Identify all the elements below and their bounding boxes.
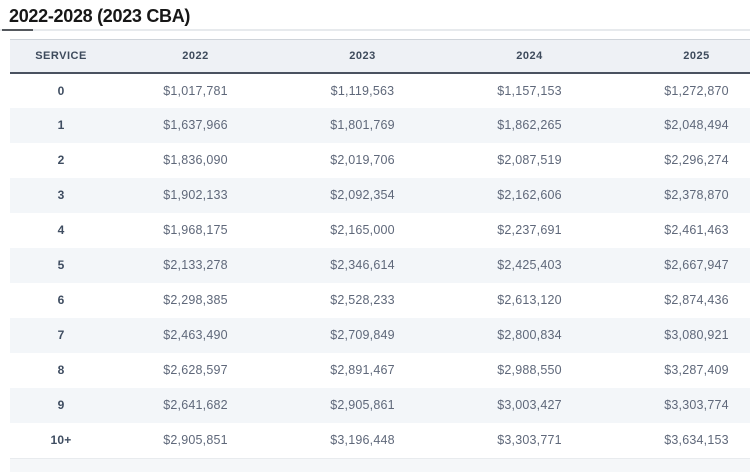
- salary-cell-2025: $2,378,870: [664, 188, 729, 202]
- salary-cell-2025: $2,461,463: [664, 223, 729, 237]
- salary-cell-2024: $2,800,834: [497, 328, 562, 342]
- salary-cell-2023: $2,528,233: [330, 293, 395, 307]
- salary-cell-2025: $2,874,436: [664, 293, 729, 307]
- table-row: 3 $1,902,133 $2,092,354 $2,162,606 $2,37…: [10, 177, 750, 213]
- table-row: 2 $1,836,090 $2,019,706 $2,087,519 $2,29…: [10, 142, 750, 178]
- table-row: 1 $1,637,966 $1,801,769 $1,862,265 $2,04…: [10, 107, 750, 143]
- salary-table: SERVICE 2022 2023 2024 2025 0 $1,017,781…: [10, 39, 750, 458]
- table-row: 9 $2,641,682 $2,905,861 $3,003,427 $3,30…: [10, 387, 750, 423]
- salary-cell-2023: $2,019,706: [330, 153, 395, 167]
- salary-cell-2024: $2,162,606: [497, 188, 562, 202]
- table-header: SERVICE 2022 2023 2024 2025: [10, 39, 750, 74]
- salary-cell-2022: $2,641,682: [163, 398, 228, 412]
- salary-cell-2024: $1,862,265: [497, 118, 562, 132]
- col-header-2023: 2023: [279, 39, 446, 74]
- salary-cell-2022: $1,637,966: [163, 118, 228, 132]
- header-row: SERVICE 2022 2023 2024 2025: [10, 39, 750, 74]
- title-underline: [0, 29, 750, 31]
- salary-cell-2023: $2,905,861: [330, 398, 395, 412]
- salary-cell-2023: $1,119,563: [330, 83, 395, 98]
- page-title: 2022-2028 (2023 CBA): [9, 6, 191, 26]
- service-cell: 10+: [50, 433, 72, 447]
- salary-cell-2022: $1,902,133: [163, 188, 228, 202]
- salary-cell-2023: $2,092,354: [330, 188, 395, 202]
- col-header-2024: 2024: [446, 39, 613, 74]
- salary-cell-2025: $2,667,947: [664, 258, 729, 272]
- salary-cell-2023: $3,196,448: [330, 433, 395, 447]
- salary-cell-2022: $2,628,597: [163, 363, 228, 377]
- table-row: 0 $1,017,781 $1,119,563 $1,157,153 $1,27…: [10, 72, 750, 108]
- salary-cell-2022: $2,905,851: [163, 433, 228, 447]
- salary-cell-2025: $3,303,774: [664, 398, 729, 412]
- salary-cell-2024: $1,157,153: [497, 83, 562, 98]
- table-row: 4 $1,968,175 $2,165,000 $2,237,691 $2,46…: [10, 212, 750, 248]
- col-header-2022: 2022: [112, 39, 279, 74]
- salary-cell-2024: $2,237,691: [497, 223, 562, 237]
- service-cell: 1: [57, 118, 65, 132]
- col-header-2025: 2025: [613, 39, 750, 74]
- table-row: 8 $2,628,597 $2,891,467 $2,988,550 $3,28…: [10, 352, 750, 388]
- salary-cell-2022: $2,133,278: [163, 258, 228, 272]
- salary-cell-2022: $1,836,090: [163, 153, 228, 167]
- service-cell: 8: [57, 363, 65, 377]
- table-body: 0 $1,017,781 $1,119,563 $1,157,153 $1,27…: [10, 72, 750, 458]
- salary-cell-2025: $3,080,921: [664, 328, 729, 342]
- service-cell: 7: [57, 328, 65, 342]
- service-cell: 3: [57, 188, 65, 202]
- table-row: 10+ $2,905,851 $3,196,448 $3,303,771 $3,…: [10, 422, 750, 458]
- salary-table-container: SERVICE 2022 2023 2024 2025 0 $1,017,781…: [10, 39, 750, 472]
- table-row: 7 $2,463,490 $2,709,849 $2,800,834 $3,08…: [10, 317, 750, 353]
- salary-cell-2024: $2,988,550: [497, 363, 562, 377]
- salary-cell-2024: $2,613,120: [497, 293, 562, 307]
- salary-cell-2022: $1,017,781: [163, 83, 228, 98]
- salary-cell-2024: $3,003,427: [497, 398, 562, 412]
- salary-cell-2025: $2,296,274: [664, 153, 729, 167]
- salary-cell-2025: $2,048,494: [664, 118, 729, 132]
- salary-cell-2025: $3,634,153: [664, 433, 729, 447]
- service-cell: 6: [57, 293, 65, 307]
- col-header-service: SERVICE: [10, 39, 112, 74]
- salary-cell-2024: $2,087,519: [497, 153, 562, 167]
- salary-cell-2024: $3,303,771: [497, 433, 562, 447]
- salary-cell-2022: $2,298,385: [163, 293, 228, 307]
- salary-cell-2023: $2,346,614: [330, 258, 395, 272]
- salary-cell-2022: $1,968,175: [163, 223, 228, 237]
- service-cell: 4: [57, 223, 65, 237]
- salary-cell-2022: $2,463,490: [163, 328, 228, 342]
- service-cell: 0: [57, 83, 65, 98]
- salary-cell-2024: $2,425,403: [497, 258, 562, 272]
- salary-cell-2023: $1,801,769: [330, 118, 395, 132]
- salary-cell-2023: $2,709,849: [330, 328, 395, 342]
- partial-next-row: [10, 457, 750, 472]
- salary-cell-2025: $1,272,870: [664, 83, 729, 98]
- service-cell: 5: [57, 258, 65, 272]
- title-underline-accent: [2, 29, 33, 31]
- table-row: 6 $2,298,385 $2,528,233 $2,613,120 $2,87…: [10, 282, 750, 318]
- salary-cell-2023: $2,891,467: [330, 363, 395, 377]
- service-cell: 2: [57, 153, 65, 167]
- salary-cell-2025: $3,287,409: [664, 363, 729, 377]
- salary-cell-2023: $2,165,000: [330, 223, 395, 237]
- table-row: 5 $2,133,278 $2,346,614 $2,425,403 $2,66…: [10, 247, 750, 283]
- service-cell: 9: [57, 398, 65, 412]
